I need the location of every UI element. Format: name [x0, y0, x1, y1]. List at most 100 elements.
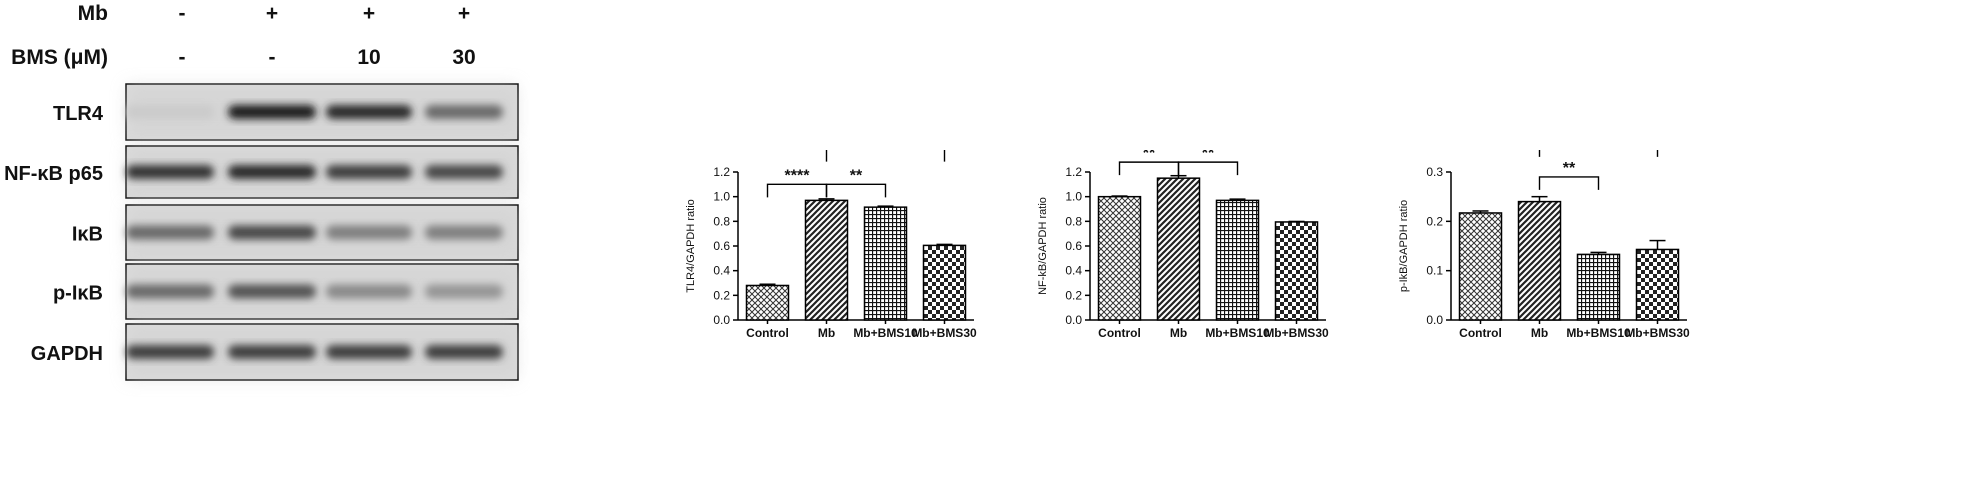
y-tick-label: 0.1	[1426, 264, 1443, 278]
chart-nf-kb-gapdh-ratio: 0.0 0.2 0.4 0.6 0.8 1.0 1.2 NF-kB/GAPDH ratio Co…	[1037, 150, 1329, 340]
condition-value: 30	[452, 46, 475, 69]
condition-label-mb: Mb	[78, 2, 108, 25]
blot-band	[126, 284, 214, 299]
y-tick-label: 0.4	[1065, 264, 1082, 278]
blot-band	[326, 284, 412, 299]
significance-label: **	[1202, 150, 1215, 162]
blot-band	[228, 345, 316, 359]
blot-band	[425, 165, 503, 179]
y-tick-label: 0.0	[1426, 313, 1443, 327]
condition-value: +	[458, 2, 470, 25]
y-tick-label: 0.8	[713, 214, 730, 228]
condition-value: -	[179, 2, 186, 25]
x-tick-label: Mb+BMS30	[912, 326, 977, 340]
blot-band	[126, 105, 214, 119]
y-axis-label: p-IkB/GAPDH ratio	[1398, 200, 1410, 292]
y-tick-label: 0.6	[713, 239, 730, 253]
blot-band	[425, 345, 503, 359]
y-tick-label: 1.2	[1065, 165, 1082, 179]
blot-row-tlr4: TLR4	[53, 83, 519, 141]
y-axis-label: TLR4/GAPDH ratio	[685, 199, 697, 293]
x-tick-label: Mb+BMS10	[853, 326, 918, 340]
x-tick-label: Control	[746, 326, 789, 340]
significance-bracket	[825, 150, 946, 162]
x-tick-label: Mb+BMS10	[1205, 326, 1270, 340]
bar-control	[745, 284, 790, 321]
blot-row-p-i-b: p-IκB	[53, 263, 519, 320]
y-tick-label: 0.3	[1426, 165, 1443, 179]
condition-value: 10	[357, 46, 380, 69]
x-tick-label: Control	[1098, 326, 1141, 340]
blot-row-i-b: IκB	[72, 204, 519, 261]
x-tick-label: Mb+BMS30	[1264, 326, 1329, 340]
band-label: p-IκB	[53, 283, 103, 305]
chart-p-ikb-gapdh-ratio: 0.0 0.1 0.2 0.3 p-IkB/GAPDH ratio Control Mb Mb…	[1398, 150, 1690, 340]
y-tick-label: 1.0	[713, 190, 730, 204]
x-tick-label: Mb	[818, 326, 835, 340]
y-tick-label: 0.2	[713, 288, 730, 302]
bar-mb-bms30	[1274, 221, 1319, 321]
blot-band	[425, 284, 503, 299]
bar-control	[1097, 195, 1142, 321]
bar-mb-bms10	[863, 206, 908, 321]
chart-tlr4-gapdh-ratio: 0.0 0.2 0.4 0.6 0.8 1.0 1.2 TLR4/GAPDH ratio Con…	[685, 150, 977, 340]
condition-label-bms-m: BMS (μM)	[11, 46, 108, 69]
significance-bracket	[1177, 161, 1239, 176]
blot-band	[326, 225, 412, 240]
band-label: TLR4	[53, 103, 104, 125]
bar-mb	[1156, 177, 1201, 321]
bar-mb-bms10	[1215, 199, 1260, 321]
x-tick-label: Control	[1459, 326, 1502, 340]
condition-value: -	[269, 46, 276, 69]
band-label: IκB	[72, 224, 103, 246]
bar-mb-bms30	[922, 244, 967, 321]
y-tick-label: 0.6	[1065, 239, 1082, 253]
significance-bracket	[1118, 161, 1180, 176]
significance-label: **	[850, 167, 863, 184]
band-label: NF-κB p65	[4, 163, 103, 185]
bar-mb-bms10	[1576, 253, 1621, 321]
y-tick-label: 0.4	[713, 264, 730, 278]
bar-mb	[1517, 200, 1562, 321]
blot-row-nf-b-p65: NF-κB p65	[4, 145, 519, 199]
condition-value: +	[266, 2, 278, 25]
bar-mb-bms30	[1635, 248, 1680, 321]
blot-band	[126, 165, 214, 179]
significance-bracket	[825, 183, 887, 198]
blot-band	[126, 345, 214, 359]
blot-band	[326, 105, 412, 119]
bar-mb	[804, 199, 849, 321]
y-tick-label: 1.2	[713, 165, 730, 179]
bar-charts: 0.0 0.2 0.4 0.6 0.8 1.0 1.2 TLR4/GAPDH ratio Con…	[685, 150, 1690, 340]
blot-band	[326, 345, 412, 359]
significance-bracket	[1538, 150, 1659, 157]
western-blot: Mb - + + + BMS (μM) - - 10 30 TLR4 NF-κB p65 IκB p-I…	[4, 2, 519, 381]
significance-label: **	[1143, 150, 1156, 162]
x-tick-label: Mb+BMS30	[1625, 326, 1690, 340]
condition-value: -	[179, 46, 186, 69]
blot-band	[126, 225, 214, 240]
condition-value: +	[363, 2, 375, 25]
blot-band	[326, 165, 412, 179]
blot-band	[228, 105, 316, 119]
blot-band	[228, 225, 316, 240]
x-tick-label: Mb	[1170, 326, 1187, 340]
y-tick-label: 1.0	[1065, 190, 1082, 204]
blot-band	[228, 165, 316, 179]
blot-band	[228, 284, 316, 299]
y-tick-label: 0.8	[1065, 214, 1082, 228]
y-tick-label: 0.2	[1065, 288, 1082, 302]
significance-bracket	[766, 183, 828, 198]
x-tick-label: Mb	[1531, 326, 1548, 340]
y-tick-label: 0.0	[1065, 313, 1082, 327]
y-tick-label: 0.0	[713, 313, 730, 327]
significance-label: ****	[785, 167, 811, 184]
bar-control	[1458, 212, 1503, 321]
band-label: GAPDH	[31, 343, 103, 365]
x-tick-label: Mb+BMS10	[1566, 326, 1631, 340]
blot-band	[425, 225, 503, 240]
significance-label: **	[1563, 160, 1576, 177]
blot-row-gapdh: GAPDH	[31, 323, 519, 381]
y-tick-label: 0.2	[1426, 214, 1443, 228]
significance-bracket	[1538, 176, 1600, 190]
